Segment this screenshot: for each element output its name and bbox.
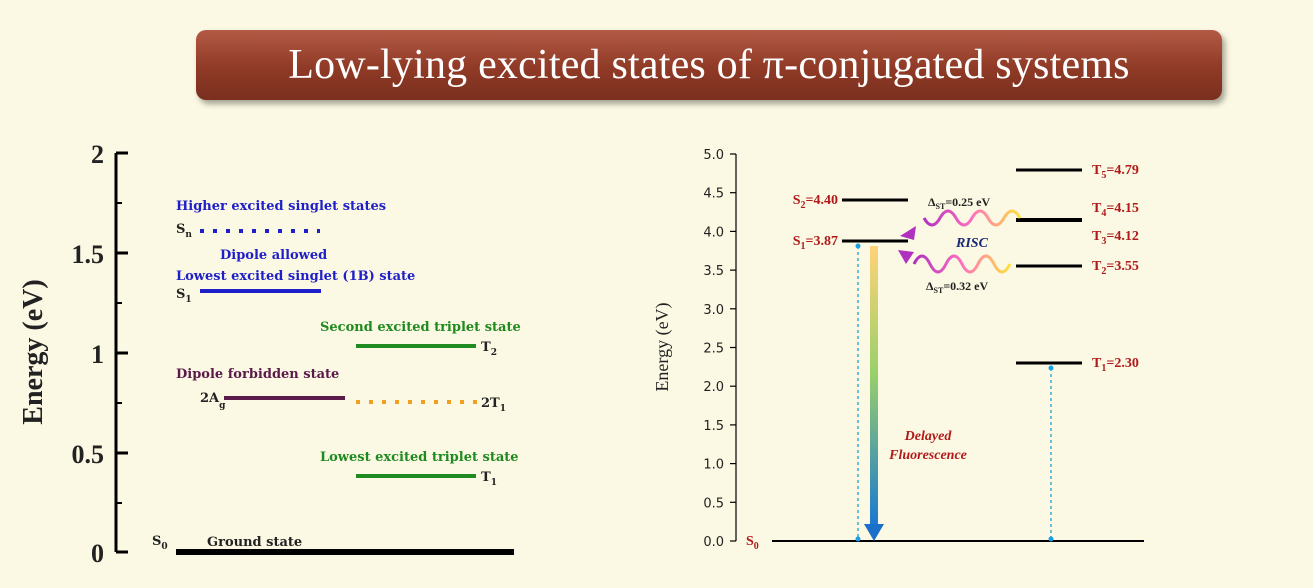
right-tick-label: 3.5 bbox=[703, 264, 724, 279]
left-axis-label: Energy (eV) bbox=[18, 279, 49, 424]
lowest-triplet-label: Lowest excited triplet state bbox=[320, 450, 519, 465]
ground-state-label: Ground state bbox=[207, 535, 302, 550]
right-tick-label: 0.5 bbox=[703, 496, 724, 511]
dipole-allowed-label: Dipole allowed bbox=[220, 248, 327, 263]
lowest-singlet-label: Lowest excited singlet (1B) state bbox=[176, 269, 415, 284]
right-tick-label: 4.5 bbox=[703, 187, 724, 202]
s1-label: S1 bbox=[176, 287, 192, 305]
t1-level-label: T1=2.30 bbox=[1092, 356, 1139, 374]
t1-label: T1 bbox=[481, 470, 497, 488]
t5-level-label: T5=4.79 bbox=[1092, 163, 1139, 181]
s1-level-label: S1=3.87 bbox=[793, 234, 838, 252]
higher-singlets-label: Higher excited singlet states bbox=[176, 199, 386, 214]
delta-st-lower: ΔST=0.32 eV bbox=[926, 279, 988, 295]
risc-lower-arrowhead bbox=[898, 250, 914, 264]
left-diagram: 2 1.5 1 0.5 0 Energy (eV) Higher excited… bbox=[18, 140, 521, 568]
risc-upper-arrowhead bbox=[900, 226, 916, 240]
dipole-forbidden-label: Dipole forbidden state bbox=[176, 367, 339, 382]
right-tick-label: 1.0 bbox=[703, 458, 724, 473]
left-tick-label: 0.5 bbox=[72, 440, 105, 469]
sn-label: Sn bbox=[176, 222, 192, 240]
risc-upper-wave bbox=[922, 209, 1022, 227]
title-banner: Low-lying excited states of π-conjugated… bbox=[196, 30, 1222, 100]
right-axis-label: Energy (eV) bbox=[652, 302, 673, 391]
right-tick-label: 2.5 bbox=[703, 342, 724, 357]
delayed-label: Delayed bbox=[904, 429, 953, 444]
s0-level-label: S0 bbox=[746, 534, 759, 552]
second-triplet-label: Second excited triplet state bbox=[320, 320, 521, 335]
page-title: Low-lying excited states of π-conjugated… bbox=[288, 42, 1130, 88]
left-tick-label: 2 bbox=[91, 140, 104, 169]
left-tick-label: 1 bbox=[91, 340, 104, 369]
two-ag-label: 2Ag bbox=[200, 391, 226, 411]
s2-level-label: S2=4.40 bbox=[793, 193, 838, 211]
two-t1-label: 2T1 bbox=[481, 396, 506, 414]
right-tick-label: 3.0 bbox=[703, 303, 724, 318]
fluorescence-label: Fluorescence bbox=[888, 448, 967, 463]
right-tick-label: 0.0 bbox=[703, 535, 724, 550]
t3-level-label: T3=4.12 bbox=[1092, 229, 1139, 247]
left-minor-ticks bbox=[116, 202, 122, 504]
risc-label: RISC bbox=[955, 236, 989, 251]
risc-lower-wave bbox=[912, 254, 1012, 274]
right-tick-label: 4.0 bbox=[703, 225, 724, 240]
delayed-fluorescence-arrow bbox=[870, 246, 878, 526]
right-tick-label: 1.5 bbox=[703, 419, 724, 434]
left-tick-label: 1.5 bbox=[72, 240, 105, 269]
right-tick-label: 5.0 bbox=[703, 148, 724, 163]
delta-st-upper: ΔST=0.25 eV bbox=[928, 195, 990, 211]
left-major-ticks bbox=[116, 151, 128, 554]
arrow-head bbox=[864, 524, 884, 541]
left-tick-label: 0 bbox=[91, 539, 104, 568]
t2-label: T2 bbox=[481, 340, 497, 358]
right-tick-label: 2.0 bbox=[703, 380, 724, 395]
right-ticks bbox=[730, 153, 736, 542]
right-diagram: 5.0 4.5 4.0 3.5 3.0 2.5 2.0 1.5 1.0 0.5 … bbox=[652, 148, 1144, 552]
t4-level-label: T4=4.15 bbox=[1092, 201, 1139, 219]
t2-level-label: T2=3.55 bbox=[1092, 259, 1139, 277]
s0-label: S0 bbox=[152, 534, 168, 552]
